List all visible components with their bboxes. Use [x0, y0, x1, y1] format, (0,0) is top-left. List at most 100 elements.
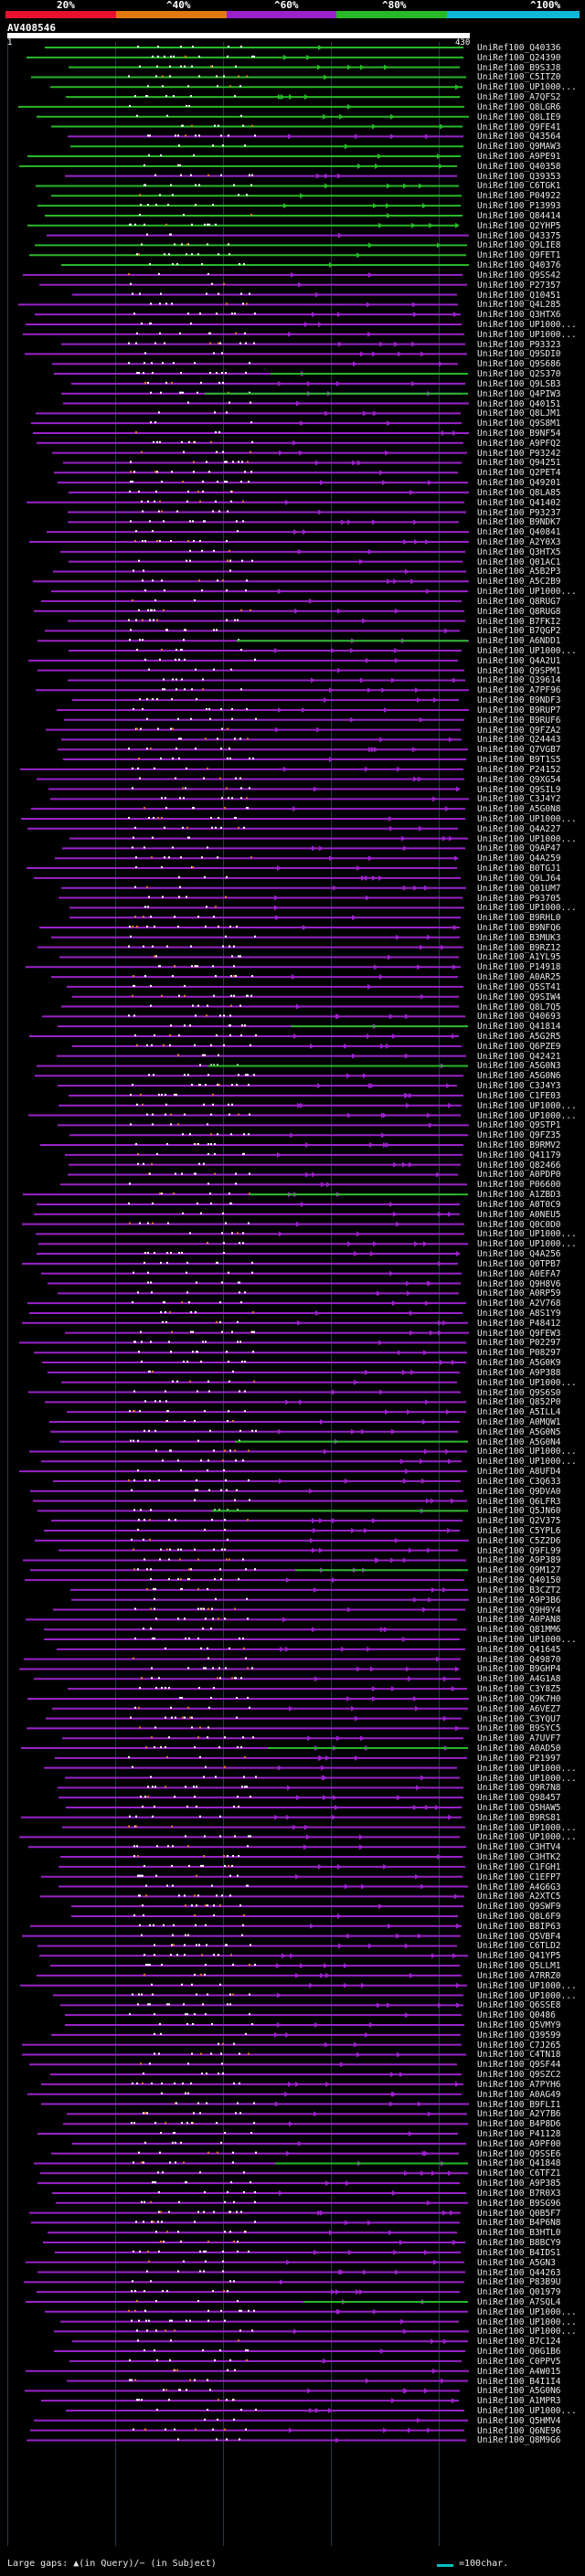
hit-label[interactable]: UniRef100_P41128: [477, 2129, 561, 2140]
hit-label[interactable]: UniRef100_A9P389: [477, 1555, 561, 1566]
hit-label[interactable]: UniRef100_Q6SSE8: [477, 2000, 561, 2011]
hit-label[interactable]: UniRef100_Q2YHP5: [477, 220, 561, 231]
hit-label[interactable]: UniRef100_UP1000...: [477, 82, 577, 93]
hit-label[interactable]: UniRef100_Q6NE96: [477, 2425, 561, 2436]
hit-label[interactable]: UniRef100_Q0B5F7: [477, 2208, 561, 2219]
hit-label[interactable]: UniRef100_P93242: [477, 448, 561, 459]
hit-label[interactable]: UniRef100_A0T0C9: [477, 1199, 561, 1210]
hit-label[interactable]: UniRef100_P14918: [477, 962, 561, 973]
hit-label[interactable]: UniRef100_Q9FEW3: [477, 1328, 561, 1339]
hit-label[interactable]: UniRef100_Q9S8M1: [477, 419, 561, 429]
hit-label[interactable]: UniRef100_A6NDD1: [477, 636, 561, 647]
hit-label[interactable]: UniRef100_Q9LJ64: [477, 873, 561, 884]
hit-label[interactable]: UniRef100_Q41402: [477, 497, 561, 508]
hit-label[interactable]: UniRef100_Q84414: [477, 210, 561, 221]
hit-label[interactable]: UniRef100_Q49201: [477, 478, 561, 489]
hit-label[interactable]: UniRef100_Q24443: [477, 735, 561, 746]
hit-label[interactable]: UniRef100_B9SG96: [477, 2198, 561, 2209]
hit-label[interactable]: UniRef100_A0EFA7: [477, 1268, 561, 1279]
hit-label[interactable]: UniRef100_B3MUK3: [477, 932, 561, 943]
hit-label[interactable]: UniRef100_B9RUP7: [477, 705, 561, 716]
hit-label[interactable]: UniRef100_Q9SPM1: [477, 665, 561, 676]
hit-label[interactable]: UniRef100_Q40150: [477, 1575, 561, 1586]
hit-label[interactable]: UniRef100_C5YPL6: [477, 1526, 561, 1536]
hit-label[interactable]: UniRef100_B7R0X3: [477, 2188, 561, 2199]
hit-label[interactable]: UniRef100_Q10451: [477, 290, 561, 301]
hit-label[interactable]: UniRef100_B9S3J8: [477, 62, 561, 73]
hit-label[interactable]: UniRef100_Q9H9Y4: [477, 1605, 561, 1616]
hit-label[interactable]: UniRef100_UP1000...: [477, 833, 577, 844]
hit-label[interactable]: UniRef100_Q5VMY9: [477, 2020, 561, 2030]
hit-label[interactable]: UniRef100_B9RMV2: [477, 1140, 561, 1151]
hit-label[interactable]: UniRef100_A7UVF7: [477, 1733, 561, 1744]
hit-label[interactable]: UniRef100_A0PDP0: [477, 1170, 561, 1181]
hit-label[interactable]: UniRef100_Q2S370: [477, 369, 561, 380]
hit-label[interactable]: UniRef100_A5G0N8: [477, 804, 561, 815]
hit-label[interactable]: UniRef100_C4TN18: [477, 2050, 561, 2061]
hit-label[interactable]: UniRef100_B7C124: [477, 2337, 561, 2348]
hit-label[interactable]: UniRef100_UP1000...: [477, 903, 577, 914]
hit-label[interactable]: UniRef100_A6VEZ7: [477, 1703, 561, 1714]
hit-label[interactable]: UniRef100_Q40358: [477, 161, 561, 172]
hit-label[interactable]: UniRef100_B4I1I4: [477, 2376, 561, 2387]
hit-label[interactable]: UniRef100_A0AR25: [477, 972, 561, 983]
hit-label[interactable]: UniRef100_C3J4Y3: [477, 1081, 561, 1092]
hit-label[interactable]: UniRef100_Q9R7N8: [477, 1783, 561, 1794]
hit-label[interactable]: UniRef100_Q01AC1: [477, 557, 561, 567]
hit-label[interactable]: UniRef100_A5C2B9: [477, 577, 561, 588]
hit-label[interactable]: UniRef100_Q5VBF4: [477, 1931, 561, 1942]
hit-label[interactable]: UniRef100_C3J4Y2: [477, 794, 561, 805]
hit-label[interactable]: UniRef100_Q0G1B6: [477, 2347, 561, 2358]
hit-label[interactable]: UniRef100_Q40841: [477, 527, 561, 538]
hit-label[interactable]: UniRef100_C6TLD2: [477, 1941, 561, 1952]
hit-label[interactable]: UniRef100_A2Y0X3: [477, 537, 561, 547]
hit-label[interactable]: UniRef100_A4G1A8: [477, 1674, 561, 1685]
hit-label[interactable]: UniRef100_UP1000...: [477, 2405, 577, 2416]
hit-label[interactable]: UniRef100_Q81MM6: [477, 1625, 561, 1636]
hit-label[interactable]: UniRef100_P24152: [477, 764, 561, 775]
hit-label[interactable]: UniRef100_B9GHP4: [477, 1664, 561, 1675]
hit-label[interactable]: UniRef100_P04922: [477, 191, 561, 202]
hit-label[interactable]: UniRef100_Q9STP1: [477, 1120, 561, 1131]
hit-label[interactable]: UniRef100_Q39353: [477, 171, 561, 182]
hit-label[interactable]: UniRef100_C6TFZ1: [477, 2168, 561, 2179]
hit-label[interactable]: UniRef100_UP1000...: [477, 1100, 577, 1111]
hit-label[interactable]: UniRef100_A0PAN8: [477, 1615, 561, 1626]
hit-label[interactable]: UniRef100_Q4A2U1: [477, 655, 561, 666]
hit-label[interactable]: UniRef100_Q2PET4: [477, 468, 561, 479]
hit-label[interactable]: UniRef100_A0MQW1: [477, 1416, 561, 1427]
hit-label[interactable]: UniRef100_Q9H8V6: [477, 1278, 561, 1289]
hit-label[interactable]: UniRef100_Q01979: [477, 2287, 561, 2298]
hit-label[interactable]: UniRef100_UP1000...: [477, 1773, 577, 1784]
hit-label[interactable]: UniRef100_Q8L6F9: [477, 1911, 561, 1922]
hit-label[interactable]: UniRef100_C5Z2D6: [477, 1535, 561, 1546]
hit-label[interactable]: UniRef100_A2XTC5: [477, 1892, 561, 1903]
hit-label[interactable]: UniRef100_Q9AP47: [477, 843, 561, 854]
hit-label[interactable]: UniRef100_Q8RUG7: [477, 596, 561, 607]
hit-label[interactable]: UniRef100_UP1000...: [477, 2316, 577, 2327]
hit-label[interactable]: UniRef100_Q43375: [477, 230, 561, 241]
hit-label[interactable]: UniRef100_Q4PIW3: [477, 388, 561, 399]
hit-label[interactable]: UniRef100_Q41814: [477, 1022, 561, 1033]
hit-label[interactable]: UniRef100_P27357: [477, 280, 561, 291]
hit-label[interactable]: UniRef100_C6TGK1: [477, 181, 561, 192]
hit-label[interactable]: UniRef100_A0AD50: [477, 1744, 561, 1754]
hit-label[interactable]: UniRef100_P08297: [477, 1348, 561, 1359]
hit-label[interactable]: UniRef100_A5G2R5: [477, 1032, 561, 1042]
hit-label[interactable]: UniRef100_B4P6N8: [477, 2218, 561, 2229]
hit-label[interactable]: UniRef100_UP1000...: [477, 319, 577, 330]
hit-label[interactable]: UniRef100_A0AG49: [477, 2089, 561, 2100]
hit-label[interactable]: UniRef100_C7J265: [477, 2040, 561, 2051]
hit-label[interactable]: UniRef100_Q8LIE9: [477, 111, 561, 122]
hit-label[interactable]: UniRef100_Q0C0D0: [477, 1219, 561, 1230]
hit-label[interactable]: UniRef100_Q8LGR6: [477, 101, 561, 112]
hit-label[interactable]: UniRef100_UP1000...: [477, 1980, 577, 1991]
hit-label[interactable]: UniRef100_A9PE91: [477, 152, 561, 163]
hit-label[interactable]: UniRef100_Q9FE41: [477, 122, 561, 133]
hit-label[interactable]: UniRef100_UP1000...: [477, 1377, 577, 1388]
hit-label[interactable]: UniRef100_Q2V375: [477, 1516, 561, 1527]
hit-label[interactable]: UniRef100_B8BCY9: [477, 2238, 561, 2249]
hit-label[interactable]: UniRef100_A1ZBD3: [477, 1190, 561, 1201]
hit-label[interactable]: UniRef100_A9P385: [477, 2178, 561, 2189]
hit-label[interactable]: UniRef100_B9NF54: [477, 428, 561, 439]
